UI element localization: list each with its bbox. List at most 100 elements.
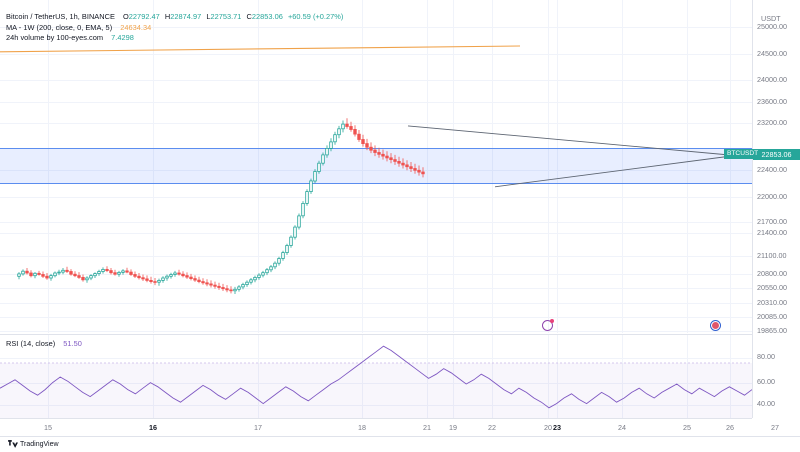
price-pane[interactable] [0, 0, 752, 333]
candle-body [137, 275, 141, 279]
grid-line [0, 317, 752, 318]
candle-body [49, 275, 53, 279]
legend-row-rsi[interactable]: RSI (14, close) 51.50 [6, 339, 82, 350]
grid-line-vertical [453, 0, 454, 333]
candle-body [353, 128, 357, 135]
grid-line-vertical [548, 335, 549, 419]
price-axis-tick: 20310.00 [757, 298, 787, 307]
candle-body [77, 275, 81, 278]
price-axis-tick: 21400.00 [757, 228, 787, 237]
candle-body [205, 282, 209, 285]
tradingview-logo-text: TradingView [20, 440, 59, 448]
candle-body [269, 266, 273, 271]
grid-line [0, 358, 752, 359]
grid-line [0, 233, 752, 234]
grid-line-vertical [48, 0, 49, 333]
open-value: 22792.47 [128, 12, 160, 21]
rsi-value: 51.50 [63, 339, 82, 348]
candle-body [233, 288, 237, 292]
grid-line-vertical [622, 335, 623, 419]
price-axis-tick: 25000.00 [757, 22, 787, 31]
grid-line [0, 274, 752, 275]
candle-body [277, 258, 281, 264]
rsi-pane[interactable]: RSI (14, close) 51.50 [0, 334, 752, 419]
candle-body [125, 270, 129, 273]
grid-line-vertical [427, 0, 428, 333]
open-label: O [123, 12, 129, 21]
volume-label: 24h volume by 100-eyes.com [6, 33, 104, 42]
price-axis-tick: 24500.00 [757, 49, 787, 58]
candle-body [25, 270, 29, 274]
grid-line [0, 123, 752, 124]
tradingview-logo[interactable]: TradingView [8, 440, 59, 448]
grid-line [0, 27, 752, 28]
grid-line-vertical [258, 0, 259, 333]
candle-body [349, 126, 353, 130]
low-label: L [206, 12, 211, 21]
rsi-legend: RSI (14, close) 51.50 [6, 339, 82, 350]
grid-line-vertical [453, 335, 454, 419]
rsi-line-layer [0, 345, 752, 419]
time-axis-tick: 17 [254, 423, 262, 432]
candle-body [193, 278, 197, 281]
time-axis-tick: 16 [149, 423, 157, 432]
candle-body [229, 289, 233, 292]
time-axis-tick: 21 [423, 423, 431, 432]
candle-body [365, 143, 369, 148]
time-axis-tick: 26 [726, 423, 734, 432]
candle-body [245, 281, 249, 286]
candle-body [81, 276, 85, 281]
candle-body [249, 279, 253, 283]
close-value: 22853.06 [251, 12, 283, 21]
alert-marker-purple-dot-icon [550, 319, 554, 323]
candle-body [265, 269, 269, 274]
grid-line-vertical [362, 0, 363, 333]
time-axis-tick: 20 [544, 423, 552, 432]
grid-line-vertical [153, 335, 154, 419]
candle-body [337, 128, 341, 136]
candle-body [197, 279, 201, 283]
time-axis-tick: 19 [449, 423, 457, 432]
candle-body [121, 270, 125, 273]
grid-line-vertical [492, 335, 493, 419]
price-axis-tick: 21100.00 [757, 251, 787, 260]
time-axis-tick: 15 [44, 423, 52, 432]
candle-body [201, 281, 205, 284]
legend-row-symbol[interactable]: Bitcoin / TetherUS, 1h, BINANCE O22792.4… [6, 12, 343, 23]
low-value: 22753.71 [210, 12, 242, 21]
price-axis-tick: 20085.00 [757, 312, 787, 321]
close-label: C [246, 12, 252, 21]
rsi-axis-tick: 60.00 [757, 377, 775, 386]
grid-line-vertical [427, 335, 428, 419]
rsi-label: RSI (14, close) [6, 339, 56, 348]
time-axis[interactable]: 15 16 17 18 19 20 21 22 23 24 25 26 27 [0, 418, 779, 437]
price-axis[interactable]: USDT 25000.00 24500.00 24000.00 23600.00 232… [752, 0, 800, 418]
alert-marker-red-icon[interactable] [710, 320, 721, 331]
legend-row-volume[interactable]: 24h volume by 100-eyes.com 7.4298 [6, 33, 343, 44]
candle-body [301, 202, 305, 217]
high-label: H [164, 12, 171, 21]
candle-body [285, 245, 289, 253]
grid-line-vertical [153, 0, 154, 333]
chart-legend: Bitcoin / TetherUS, 1h, BINANCE O22792.4… [6, 12, 343, 44]
candle-body [209, 283, 213, 286]
grid-line [0, 222, 752, 223]
candle-body [89, 275, 93, 279]
ticker-badge: BTCUSDT [724, 149, 762, 160]
ma-label: MA - 1W (200, close, 0, EMA, 5) [6, 22, 113, 32]
time-axis-tick: 27 [771, 423, 779, 432]
price-axis-tick: 19865.00 [757, 326, 787, 335]
price-axis-tick: 24000.00 [757, 75, 787, 84]
grid-line-vertical [492, 0, 493, 333]
current-price-badge: 22853.06 [753, 148, 800, 160]
symbol-title: Bitcoin / TetherUS, 1h, BINANCE [6, 12, 115, 21]
alert-marker-purple-icon[interactable] [542, 320, 553, 331]
grid-line [0, 170, 752, 171]
bottom-bar: TradingView [0, 436, 800, 452]
legend-row-ma[interactable]: MA - 1W (200, close, 0, EMA, 5) 24634.34 [6, 23, 343, 34]
candle-body [333, 134, 337, 143]
grid-line [0, 54, 752, 55]
grid-line [0, 256, 752, 257]
candle-body [141, 277, 145, 280]
grid-line-vertical [362, 335, 363, 419]
